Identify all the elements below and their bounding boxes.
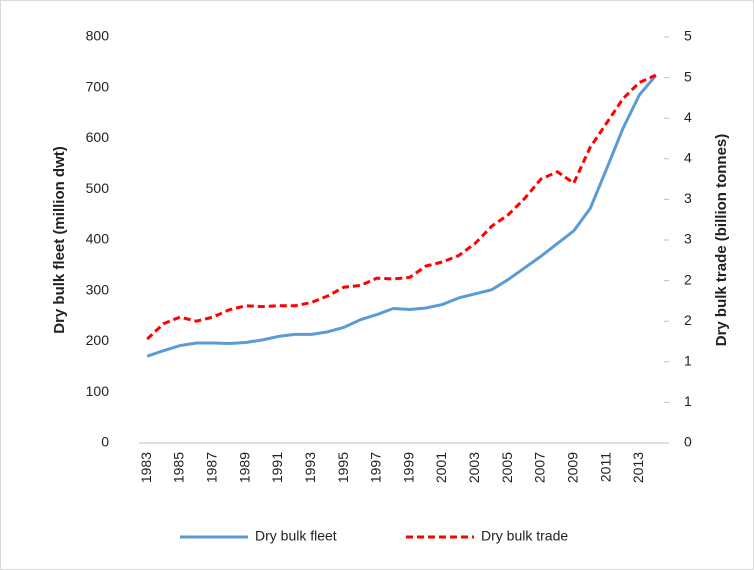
x-tick-label: 2013 [630,452,646,483]
x-tick-label: 1999 [400,452,416,483]
y-tick-label: 600 [86,129,110,145]
x-tick-label: 2001 [433,452,449,483]
y-tick-label: 0 [101,434,109,450]
y2-tick-label: 5 [684,68,692,84]
y-axis-title: Dry bulk fleet (million dwt) [51,146,68,334]
x-tick-label: 1985 [171,452,187,483]
y2-axis-title: Dry bulk trade (billion tonnes) [713,134,730,347]
y2-tick-label: 1 [684,393,692,409]
y2-tick-label: 2 [684,312,692,328]
y2-tick-label: 3 [684,231,692,247]
x-tick-label: 2005 [499,452,515,483]
data-line [146,73,657,341]
x-tick-label: 1997 [368,452,384,483]
x-tick-label: 2003 [466,452,482,483]
y2-tick-label: 4 [684,109,692,125]
y2-tick-label: 0 [684,434,692,450]
x-tick-label: 1989 [236,452,252,483]
x-tick-label: 1993 [302,452,318,483]
y2-tick-label: 5 [684,28,692,44]
y-tick-label: 400 [86,231,110,247]
x-tick-label: 1991 [269,452,285,483]
y-tick-label: 700 [86,78,110,94]
y2-tick-label: 2 [684,271,692,287]
y2-tick-label: 3 [684,190,692,206]
y-tick-label: 800 [86,28,110,44]
x-tick-label: 1995 [335,452,351,483]
x-tick-label: 2007 [532,452,548,483]
x-tick-label: 2009 [564,452,580,483]
y2-tick-label: 4 [684,150,692,166]
y-tick-label: 300 [86,281,110,297]
x-tick-label: 1987 [204,452,220,483]
legend-label: Dry bulk trade [481,528,568,544]
data-line [146,74,657,358]
x-tick-label: 2011 [597,452,613,482]
y2-tick-label: 1 [684,353,692,369]
y-tick-label: 500 [86,180,110,196]
x-tick-label: 1983 [138,452,154,483]
legend-label: Dry bulk fleet [255,528,337,544]
y-tick-label: 200 [86,332,110,348]
y-tick-label: 100 [86,383,110,399]
